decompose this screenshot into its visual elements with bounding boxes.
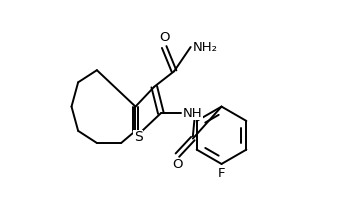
Text: F: F bbox=[218, 167, 225, 180]
Text: O: O bbox=[172, 159, 183, 171]
Text: S: S bbox=[134, 131, 143, 145]
Text: NH: NH bbox=[183, 107, 202, 120]
Text: O: O bbox=[159, 31, 170, 44]
Text: NH₂: NH₂ bbox=[193, 41, 218, 54]
